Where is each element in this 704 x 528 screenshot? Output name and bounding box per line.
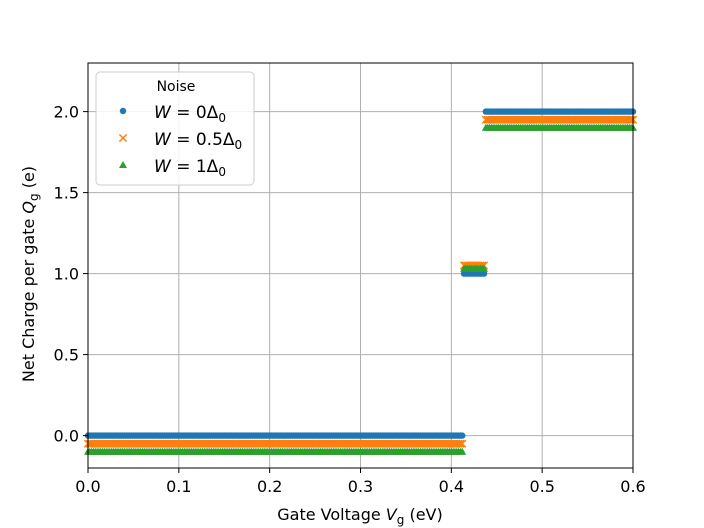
legend-entry-3: W = 1Δ0 bbox=[154, 157, 226, 179]
ticks: 0.0 0.1 0.2 0.3 0.4 0.5 0.6 0.0 0.5 1.0 1.5 2.0 bbox=[54, 103, 646, 496]
legend-marker-1 bbox=[119, 107, 127, 115]
legend-title: Noise bbox=[157, 79, 196, 95]
legend-marker-3 bbox=[119, 161, 127, 168]
data-point bbox=[456, 439, 465, 448]
y-tick-label: 0.0 bbox=[54, 427, 79, 446]
x-tick-label: 0.6 bbox=[620, 477, 645, 496]
legend: Noise W = 0Δ0 W = 0.5Δ0 W = 1Δ0 bbox=[95, 71, 255, 186]
data-point bbox=[454, 439, 463, 448]
data-point bbox=[459, 432, 466, 439]
series-3 bbox=[84, 123, 637, 455]
y-axis-label: Net Charge per gate Qg (e) bbox=[19, 166, 41, 382]
x-tick-label: 0.1 bbox=[166, 477, 191, 496]
x-tick-label: 0.4 bbox=[439, 477, 464, 496]
y-tick-label: 1.0 bbox=[54, 265, 79, 284]
data-point bbox=[458, 439, 467, 448]
x-tick-label: 0.5 bbox=[529, 477, 554, 496]
y-tick-label: 0.5 bbox=[54, 346, 79, 365]
series-1 bbox=[84, 108, 637, 439]
data-points bbox=[83, 108, 638, 455]
legend-entry-2: W = 0.5Δ0 bbox=[154, 130, 242, 152]
data-point bbox=[458, 447, 467, 455]
x-axis-label: Gate Voltage Vg (eV) bbox=[277, 505, 442, 527]
x-tick-label: 0.0 bbox=[75, 477, 100, 496]
x-tick-label: 0.3 bbox=[348, 477, 373, 496]
legend-entry-1: W = 0Δ0 bbox=[154, 103, 226, 125]
data-point bbox=[480, 270, 488, 277]
data-point bbox=[625, 115, 634, 124]
series-2 bbox=[83, 115, 638, 448]
legend-marker-2 bbox=[118, 133, 128, 143]
legend-markers bbox=[118, 107, 128, 168]
y-tick-label: 2.0 bbox=[54, 103, 79, 122]
y-tick-label: 1.5 bbox=[54, 184, 79, 203]
data-point bbox=[627, 115, 636, 124]
legend-box bbox=[95, 71, 255, 186]
x-tick-label: 0.2 bbox=[257, 477, 282, 496]
data-point bbox=[480, 264, 489, 272]
